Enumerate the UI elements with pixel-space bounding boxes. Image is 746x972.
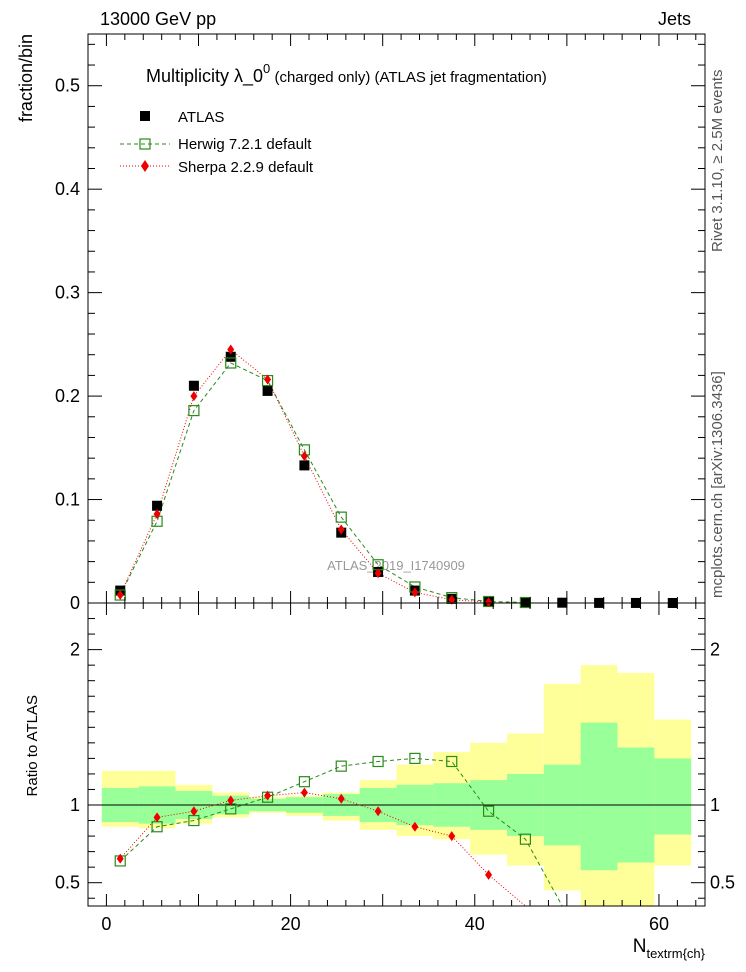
sherpa-point: [448, 594, 456, 605]
herwig-point: [335, 511, 347, 523]
top-y-tick-label: 0.3: [55, 283, 80, 303]
sherpa-ratio-point: [374, 806, 382, 817]
herwig-line: [119, 362, 526, 604]
ratio-y-tick-label-left: 1: [70, 795, 80, 815]
top-y-tick-label: 0.1: [55, 490, 80, 510]
ratio-panel-frame: [87, 602, 706, 907]
x-tick-label: 60: [649, 914, 669, 934]
herwig-ratio-point: [372, 755, 384, 768]
atlas-point: [299, 460, 310, 471]
sherpa-ratio-point: [337, 793, 345, 804]
herwig-ratio-line: [119, 757, 563, 907]
sherpa-ratio-point: [190, 806, 198, 817]
sherpa-point: [190, 391, 198, 402]
herwig-point: [225, 357, 237, 369]
atlas-point: [225, 351, 236, 362]
ratio-y-tick-label-left: 0.5: [55, 873, 80, 893]
sherpa-ratio-point: [153, 812, 161, 823]
sherpa-ratio-point: [227, 795, 235, 806]
axis-ticks: 0 20 40 60 0 0.1 0.2 0.3 0.4 0.5 0.5 0.5 1 1 2 2: [55, 34, 735, 934]
sherpa-line: [119, 348, 489, 603]
legend-sherpa-label: Sherpa 2.2.9 default: [178, 159, 314, 176]
legend-atlas-label: ATLAS: [178, 109, 224, 126]
top-y-tick-label: 0.5: [55, 76, 80, 96]
atlas-point: [188, 380, 199, 391]
legend-atlas-marker: [140, 111, 150, 121]
sherpa-point: [264, 374, 272, 385]
x-axis-label: Ntextrm{ch}: [633, 936, 706, 961]
sherpa-point: [337, 524, 345, 535]
legend-herwig-label: Herwig 7.2.1 default: [178, 136, 312, 153]
sherpa-ratio-point: [300, 787, 308, 798]
legend-herwig-marker: [139, 138, 151, 150]
herwig-ratio-point: [519, 833, 532, 845]
ratio-band-inner: [580, 722, 618, 871]
herwig-point: [188, 404, 200, 417]
ratio-uncertainty-bands: [101, 665, 692, 906]
ratio-y-tick-label-right: 1: [710, 795, 720, 815]
header-right: Jets: [658, 9, 691, 29]
x-tick-label: 0: [101, 914, 111, 934]
herwig-ratio-point: [446, 755, 458, 768]
chart-title-main: Multiplicity λ_0: [146, 66, 263, 87]
legend-sherpa-marker: [141, 160, 149, 172]
panel-frames: [87, 33, 706, 907]
ratio-y-tick-label-right: 0.5: [710, 873, 735, 893]
side-label-mcplots: mcplots.cern.ch [arXiv:1306.3436]: [709, 371, 726, 598]
atlas-point: [262, 385, 273, 396]
sherpa-point: [374, 568, 382, 579]
atlas-point: [152, 500, 163, 511]
herwig-ratio-point: [482, 805, 495, 817]
sherpa-point: [153, 509, 161, 520]
x-axis-label-sub: textrm{ch}: [646, 946, 705, 961]
sherpa-point: [485, 597, 493, 608]
sherpa-ratio-point: [264, 790, 272, 801]
x-axis-label-main: N: [633, 936, 647, 957]
sherpa-ratio-point: [485, 869, 493, 880]
watermark: ATLAS_2019_I1740909: [327, 558, 465, 573]
atlas-point: [520, 597, 531, 608]
sherpa-ratio-point: [411, 821, 419, 832]
sherpa-ratio-point: [448, 831, 456, 842]
side-label-rivet: Rivet 3.1.10, ≥ 2.5M events: [709, 69, 726, 253]
x-tick-label: 40: [465, 914, 485, 934]
top-y-tick-label: 0: [70, 593, 80, 613]
header-left: 13000 GeV pp: [100, 9, 216, 29]
herwig-ratio-point: [335, 760, 347, 772]
ratio-y-tick-label-left: 2: [70, 640, 80, 660]
top-y-tick-label: 0.4: [55, 179, 80, 199]
x-tick-label: 20: [281, 914, 301, 934]
ratio-ylabel: Ratio to ATLAS: [24, 695, 41, 796]
chart-title-rest: (charged only) (ATLAS jet fragmentation): [270, 69, 547, 86]
chart-title-sup: 0: [263, 61, 270, 76]
sherpa-point: [300, 451, 308, 462]
sherpa-point: [116, 589, 124, 600]
herwig-ratio-point: [409, 752, 421, 764]
sherpa-point: [411, 587, 419, 598]
chart-title: Multiplicity λ_00 (charged only) (ATLAS …: [146, 61, 547, 87]
ratio-band-inner: [654, 758, 692, 835]
herwig-ratio-point: [298, 776, 311, 788]
top-ylabel: fraction/bin: [16, 34, 36, 122]
sherpa-point: [227, 344, 235, 355]
sherpa-ratio-point: [116, 853, 124, 864]
legend: ATLAS Herwig 7.2.1 default Sherpa 2.2.9 …: [120, 109, 314, 176]
ratio-y-tick-label-right: 2: [710, 640, 720, 660]
top-y-tick-label: 0.2: [55, 386, 80, 406]
